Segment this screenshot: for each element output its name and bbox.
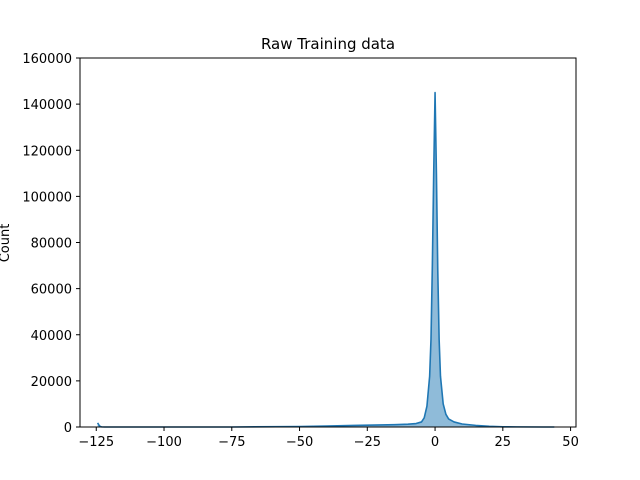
y-axis: 0 20000 40000 60000 80000 100000 120000 140000 1… [22, 52, 80, 436]
series-area-0 [97, 92, 555, 427]
x-tick-label: −100 [146, 435, 182, 450]
y-tick-label: 140000 [22, 98, 72, 113]
series-line-0 [96, 91, 555, 428]
x-tick-label: 0 [431, 435, 439, 450]
y-tick-label: 80000 [31, 237, 72, 252]
y-tick-label: 60000 [31, 283, 72, 298]
y-axis-label: Count [0, 224, 13, 263]
y-tick-label: 20000 [31, 375, 72, 390]
y-tick-label: 120000 [22, 144, 72, 159]
x-tick-label: −25 [354, 435, 381, 450]
chart-title: Raw Training data [261, 35, 395, 53]
x-tick-label: −125 [78, 435, 114, 450]
y-tick-label: 40000 [31, 329, 72, 344]
y-tick-label: 100000 [22, 190, 72, 205]
x-tick-label: −75 [218, 435, 245, 450]
x-axis: −125 −100 −75 −50 −25 0 25 50 [78, 427, 579, 450]
x-tick-label: 25 [495, 435, 512, 450]
y-tick-label: 0 [64, 421, 72, 436]
plot-area [96, 91, 555, 428]
x-tick-label: −50 [286, 435, 313, 450]
y-tick-label: 160000 [22, 52, 72, 67]
x-tick-label: 50 [562, 435, 579, 450]
plot-frame [79, 57, 577, 428]
